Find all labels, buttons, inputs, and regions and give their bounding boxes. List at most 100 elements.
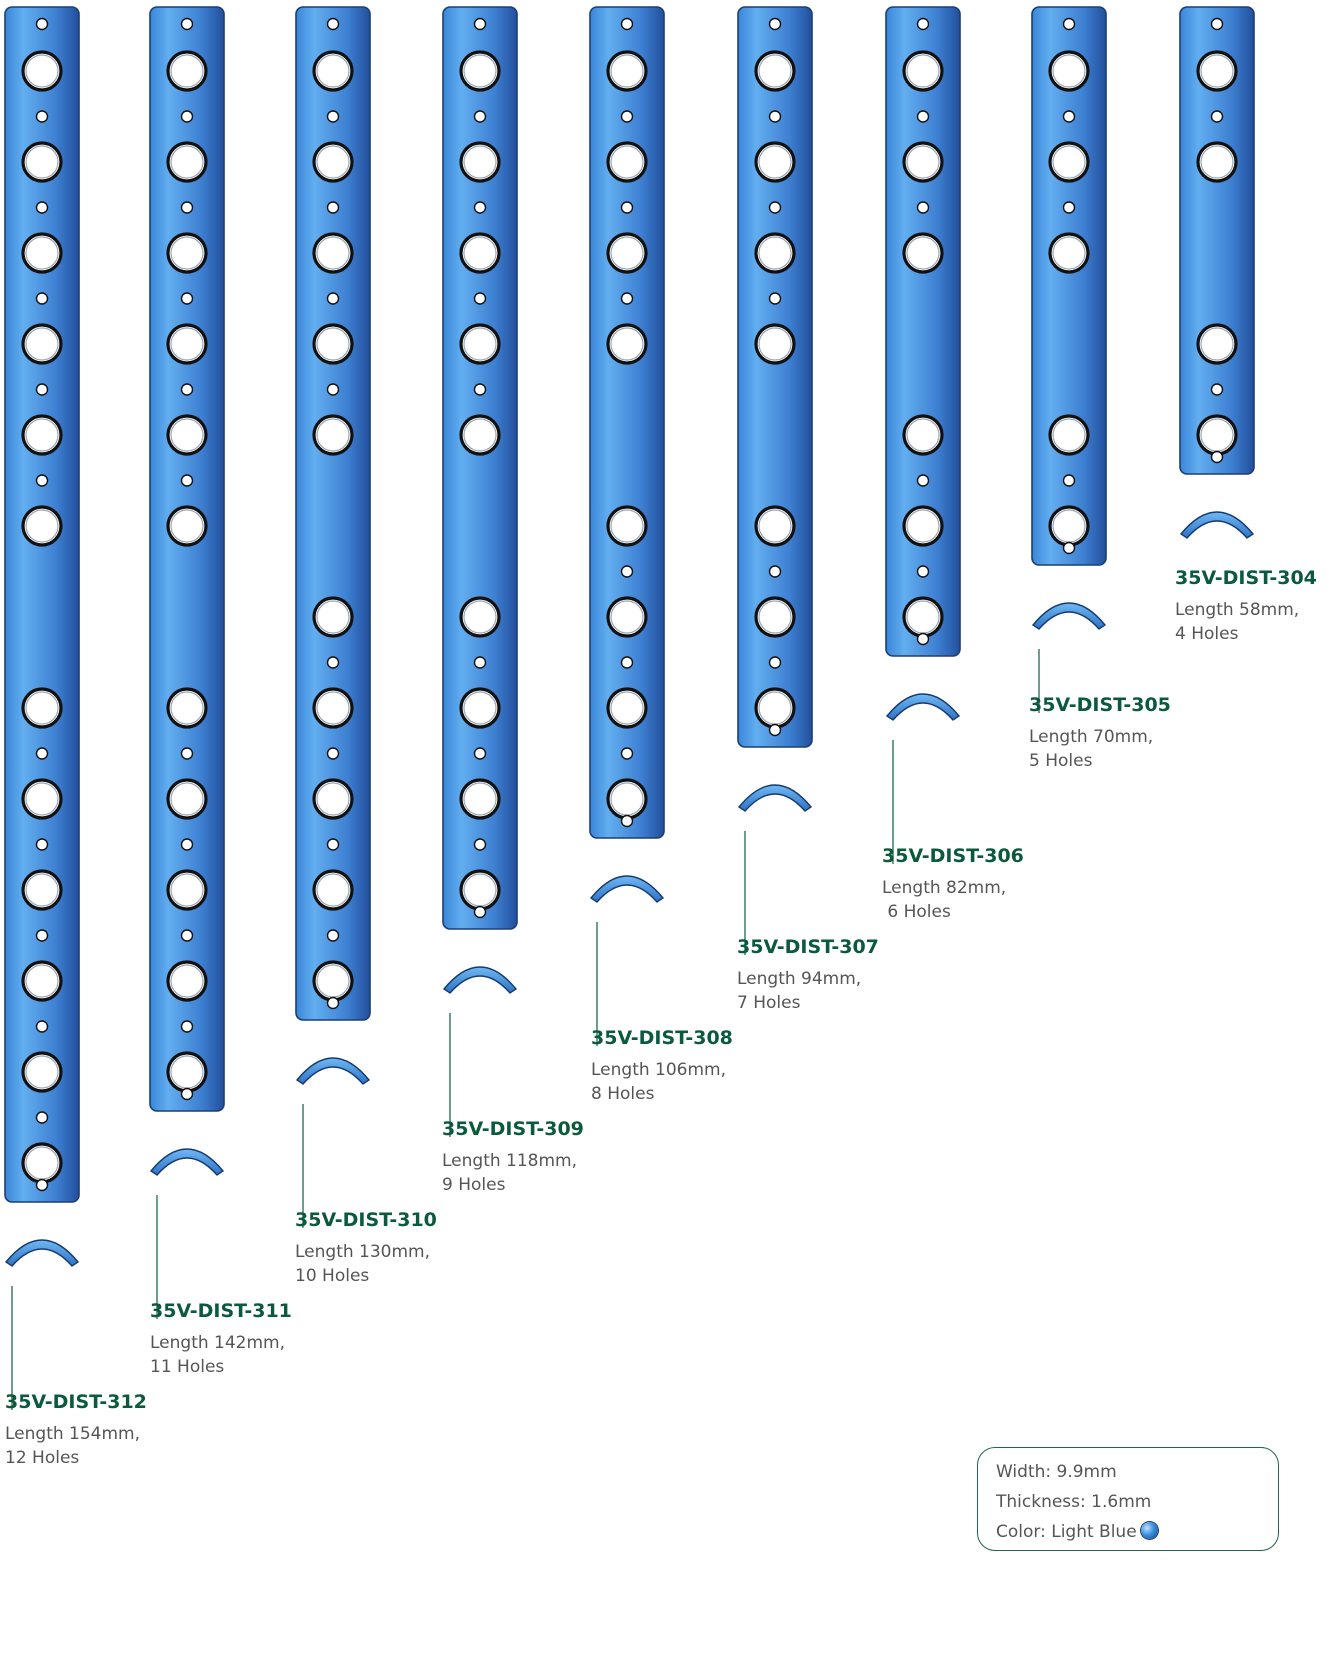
screw-hole-rim xyxy=(316,145,350,179)
k-wire-hole xyxy=(326,110,340,123)
k-wire-hole xyxy=(916,201,930,214)
specifications-box: Width: 9.9mm Thickness: 1.6mm Color: Lig… xyxy=(977,1447,1279,1551)
screw-hole xyxy=(902,50,944,92)
plate-label: 35V-DIST-305 Length 70mm, 5 Holes xyxy=(1029,693,1199,773)
screw-hole xyxy=(312,414,354,456)
k-wire-hole xyxy=(35,474,49,487)
k-wire-hole xyxy=(35,1020,49,1033)
plate-code: 35V-DIST-306 xyxy=(882,845,1024,867)
screw-hole-rim xyxy=(25,145,59,179)
screw-hole-rim xyxy=(610,327,644,361)
k-wire-hole xyxy=(35,110,49,123)
k-wire-hole xyxy=(916,565,930,578)
screw-hole-rim xyxy=(170,54,204,88)
k-wire-hole xyxy=(916,17,930,31)
screw-hole xyxy=(21,869,63,911)
screw-hole-rim xyxy=(316,236,350,270)
screw-hole-rim xyxy=(25,236,59,270)
screw-hole xyxy=(902,141,944,183)
k-wire-hole xyxy=(180,1087,194,1101)
cross-section xyxy=(442,966,518,994)
spec-color-text: Color: Light Blue xyxy=(996,1522,1137,1542)
k-wire-hole xyxy=(326,383,340,396)
k-wire-hole xyxy=(326,838,340,851)
screw-hole xyxy=(754,141,796,183)
screw-hole-rim xyxy=(463,600,497,634)
plate-body xyxy=(1031,6,1107,566)
k-wire-hole xyxy=(35,1111,49,1124)
screw-hole xyxy=(606,778,648,820)
screw-hole xyxy=(754,232,796,274)
k-wire-hole xyxy=(620,656,634,669)
screw-hole-rim xyxy=(25,418,59,452)
screw-hole xyxy=(459,141,501,183)
cross-section xyxy=(149,1148,225,1176)
plate-35v-dist-309 xyxy=(442,6,518,1137)
k-wire-hole xyxy=(916,110,930,123)
screw-hole xyxy=(754,323,796,365)
k-wire-hole xyxy=(768,110,782,123)
plate-35v-dist-310 xyxy=(295,6,371,1228)
plate-label: 35V-DIST-304 Length 58mm, 4 Holes xyxy=(1175,566,1332,646)
screw-hole xyxy=(902,232,944,274)
k-wire-hole xyxy=(1062,110,1076,123)
k-wire-hole xyxy=(473,905,487,919)
screw-hole xyxy=(166,50,208,92)
screw-hole-rim xyxy=(1052,236,1086,270)
plate-body xyxy=(885,6,961,657)
k-wire-hole xyxy=(35,929,49,942)
cross-section xyxy=(737,784,813,812)
screw-hole xyxy=(312,960,354,1002)
k-wire-hole xyxy=(1210,110,1224,123)
plate-label: 35V-DIST-312 Length 154mm, 12 Holes xyxy=(5,1390,175,1470)
plate-code: 35V-DIST-305 xyxy=(1029,694,1171,716)
screw-hole xyxy=(459,596,501,638)
screw-hole xyxy=(21,50,63,92)
k-wire-hole xyxy=(916,474,930,487)
plate-35v-dist-304 xyxy=(1179,6,1255,539)
screw-hole-rim xyxy=(463,418,497,452)
screw-hole-rim xyxy=(170,509,204,543)
k-wire-hole xyxy=(473,201,487,214)
k-wire-hole xyxy=(35,201,49,214)
screw-hole xyxy=(166,1051,208,1093)
screw-hole-rim xyxy=(170,236,204,270)
plate-description: Length 82mm, 6 Holes xyxy=(882,878,1007,922)
spec-color: Color: Light Blue xyxy=(996,1517,1278,1547)
k-wire-hole xyxy=(620,814,634,828)
screw-hole xyxy=(459,414,501,456)
k-wire-hole xyxy=(180,929,194,942)
screw-hole-rim xyxy=(463,691,497,725)
screw-hole xyxy=(754,505,796,547)
screw-hole-rim xyxy=(610,600,644,634)
k-wire-hole xyxy=(326,929,340,942)
screw-hole xyxy=(459,778,501,820)
screw-hole xyxy=(21,1051,63,1093)
k-wire-hole xyxy=(473,110,487,123)
screw-hole-rim xyxy=(170,327,204,361)
screw-hole-rim xyxy=(1200,54,1234,88)
screw-hole xyxy=(312,778,354,820)
k-wire-hole xyxy=(768,201,782,214)
screw-hole xyxy=(606,141,648,183)
screw-hole-rim xyxy=(758,509,792,543)
screw-hole xyxy=(1196,141,1238,183)
screw-hole-rim xyxy=(610,54,644,88)
screw-hole-rim xyxy=(25,873,59,907)
cross-section xyxy=(1179,511,1255,539)
plate-35v-dist-312 xyxy=(4,6,80,1410)
k-wire-hole xyxy=(180,201,194,214)
plate-code: 35V-DIST-310 xyxy=(295,1209,437,1231)
screw-hole-rim xyxy=(170,418,204,452)
screw-hole xyxy=(166,869,208,911)
screw-hole xyxy=(1048,414,1090,456)
screw-hole xyxy=(166,232,208,274)
screw-hole xyxy=(312,50,354,92)
spec-thickness: Thickness: 1.6mm xyxy=(996,1487,1278,1517)
screw-hole-rim xyxy=(610,691,644,725)
plate-label: 35V-DIST-306 Length 82mm, 6 Holes xyxy=(882,844,1052,924)
screw-hole xyxy=(459,687,501,729)
plate-code: 35V-DIST-309 xyxy=(442,1118,584,1140)
k-wire-hole xyxy=(1062,17,1076,31)
